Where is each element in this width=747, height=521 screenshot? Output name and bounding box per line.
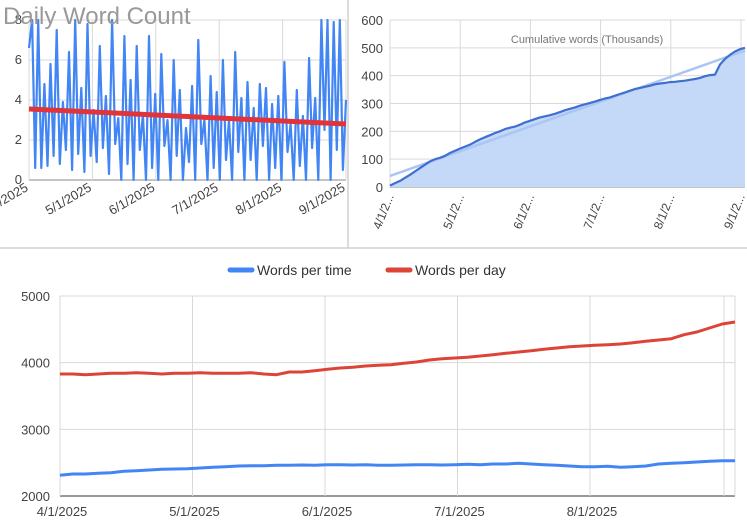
cumulative-y-tick-label: 300 xyxy=(361,97,383,112)
rate-x-tick-label: 5/1/2025 xyxy=(169,504,220,519)
cumulative-chart-x-ticks: 4/1/2... 5/1/2... 6/1/2... 7/1/2... 8/1/2...… xyxy=(370,192,747,231)
rate-x-tick-label: 4/1/2025 xyxy=(37,504,88,519)
legend-label-words-per-time: Words per time xyxy=(257,262,352,278)
daily-word-count-chart: 0 2 4 6 8 4/1/2025 5/1/2025 6/1/2025 7/1/2025 8/… xyxy=(0,3,348,218)
cumulative-x-tick-label: 8/1/2... xyxy=(651,192,678,231)
daily-trend-line xyxy=(28,106,347,127)
cumulative-line xyxy=(389,46,746,187)
rate-x-tick-label: 8/1/2025 xyxy=(567,504,618,519)
legend-label-words-per-day: Words per day xyxy=(415,262,506,278)
daily-x-tick-label: 9/1/2025 xyxy=(296,180,347,218)
cumulative-y-tick-label: 600 xyxy=(361,13,383,28)
cumulative-y-tick-label: 400 xyxy=(361,69,383,84)
rate-y-tick-label: 5000 xyxy=(21,289,50,304)
rate-chart-y-ticks: 2000 3000 4000 5000 xyxy=(21,289,50,504)
daily-x-tick-label: 6/1/2025 xyxy=(106,180,157,218)
rate-x-tick-label: 6/1/2025 xyxy=(302,504,353,519)
words-per-day-line xyxy=(60,320,736,377)
daily-y-tick-label: 2 xyxy=(15,132,22,147)
rate-chart-grid xyxy=(59,295,736,497)
cumulative-y-tick-label: 200 xyxy=(361,124,383,139)
words-rate-chart: Words per time Words per day 2000 3000 400… xyxy=(21,262,736,519)
daily-chart-y-ticks: 0 2 4 6 8 xyxy=(15,12,22,187)
cumulative-y-tick-label: 100 xyxy=(361,152,383,167)
daily-x-tick-label: 4/1/2025 xyxy=(0,180,30,218)
rate-y-tick-label: 3000 xyxy=(21,422,50,437)
cumulative-chart-title: Cumulative words (Thousands) xyxy=(511,34,663,46)
rate-chart-x-ticks: 4/1/2025 5/1/2025 6/1/2025 7/1/2025 8/1/2025 xyxy=(37,504,618,519)
daily-x-tick-label: 8/1/2025 xyxy=(233,180,284,218)
cumulative-chart-y-ticks: 0 100 200 300 400 500 600 xyxy=(361,13,383,195)
daily-word-count-line xyxy=(27,18,348,182)
daily-y-tick-label: 8 xyxy=(15,12,22,27)
daily-y-tick-label: 6 xyxy=(15,52,22,67)
rate-y-tick-label: 4000 xyxy=(21,356,50,371)
daily-x-tick-label: 5/1/2025 xyxy=(43,180,94,218)
cumulative-chart-series xyxy=(389,46,746,187)
rate-chart-series xyxy=(59,320,736,477)
daily-chart-title: Daily Word Count xyxy=(3,3,191,30)
cumulative-x-tick-label: 7/1/2... xyxy=(581,192,608,231)
cumulative-y-tick-label: 0 xyxy=(376,180,383,195)
cumulative-x-tick-label: 5/1/2... xyxy=(440,192,467,231)
rate-x-tick-label: 7/1/2025 xyxy=(434,504,485,519)
daily-y-tick-label: 0 xyxy=(15,172,22,187)
cumulative-x-tick-label: 4/1/2... xyxy=(370,192,397,231)
cumulative-trend-line xyxy=(389,49,746,178)
cumulative-words-chart: 0 100 200 300 400 500 600 4/1/2... 5/1/2... 6/1/… xyxy=(361,13,747,231)
rate-chart-legend: Words per time Words per day xyxy=(227,262,506,278)
cumulative-y-tick-label: 500 xyxy=(361,41,383,56)
cumulative-x-tick-label: 6/1/2... xyxy=(510,192,537,231)
daily-x-tick-label: 7/1/2025 xyxy=(169,180,220,218)
cumulative-x-tick-label: 9/1/2... xyxy=(721,192,747,231)
cumulative-area-fill xyxy=(390,47,745,187)
words-per-time-line xyxy=(59,459,735,477)
rate-y-tick-label: 2000 xyxy=(21,489,50,504)
daily-y-tick-label: 4 xyxy=(15,92,22,107)
daily-chart-x-ticks: 4/1/2025 5/1/2025 6/1/2025 7/1/2025 8/1/2025… xyxy=(0,180,348,218)
daily-chart-series xyxy=(27,18,348,182)
